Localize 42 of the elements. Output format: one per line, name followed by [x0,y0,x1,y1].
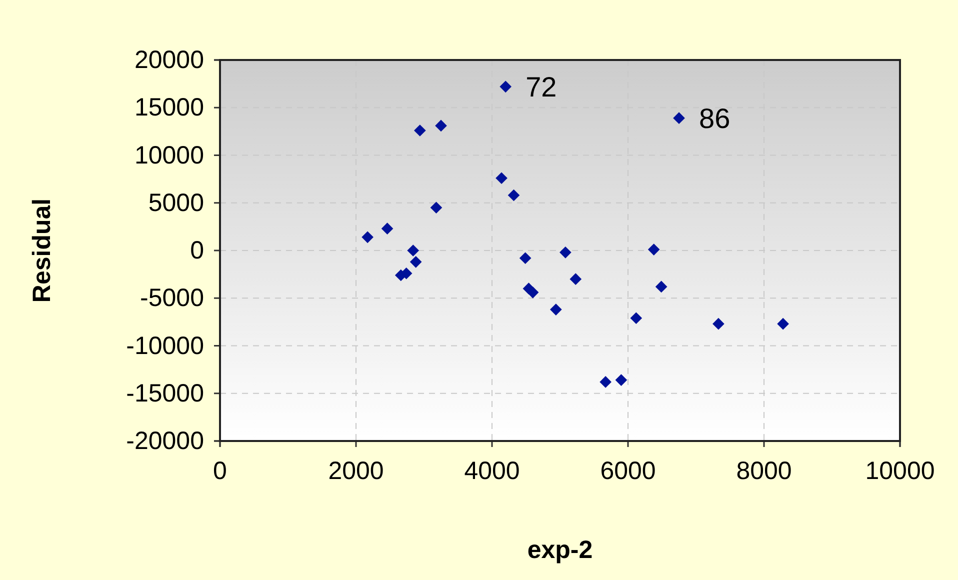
point [430,202,442,214]
point [519,252,532,264]
x-tick-label: 8000 [736,456,792,485]
annotation: 86 [699,103,730,134]
point [570,273,582,285]
point [712,318,724,330]
point [648,244,660,256]
point [777,318,789,330]
annotation: 72 [526,72,557,103]
point [655,280,668,293]
point [560,246,572,258]
y-tick-label: 10000 [134,141,204,170]
point [526,286,539,298]
point [673,112,685,124]
point [410,256,422,268]
point [362,231,374,244]
y-tick-label: 5000 [148,188,204,217]
point [407,244,420,256]
point [630,312,642,324]
point [508,189,520,202]
x-tick-label: 0 [213,456,227,485]
point [496,172,508,184]
point [615,374,628,386]
y-tick-label: 20000 [134,46,204,74]
point [600,376,612,388]
x-tick-label: 10000 [865,456,935,485]
point [381,222,394,235]
y-tick-label: -20000 [126,427,204,455]
y-tick-label: -10000 [126,332,204,360]
point [414,124,426,136]
point [500,80,512,93]
y-tick-label: -5000 [140,284,204,312]
x-axis-title: exp-2 [527,536,593,564]
x-tick-label: 6000 [600,456,656,485]
x-tick-label: 4000 [464,456,520,485]
point [550,304,562,316]
point [435,120,447,132]
y-tick-label: 0 [190,236,204,264]
y-tick-label: -15000 [126,379,204,408]
x-tick-label: 2000 [328,456,384,485]
y-axis-title: Residual [28,198,56,303]
y-tick-label: 15000 [134,94,204,122]
